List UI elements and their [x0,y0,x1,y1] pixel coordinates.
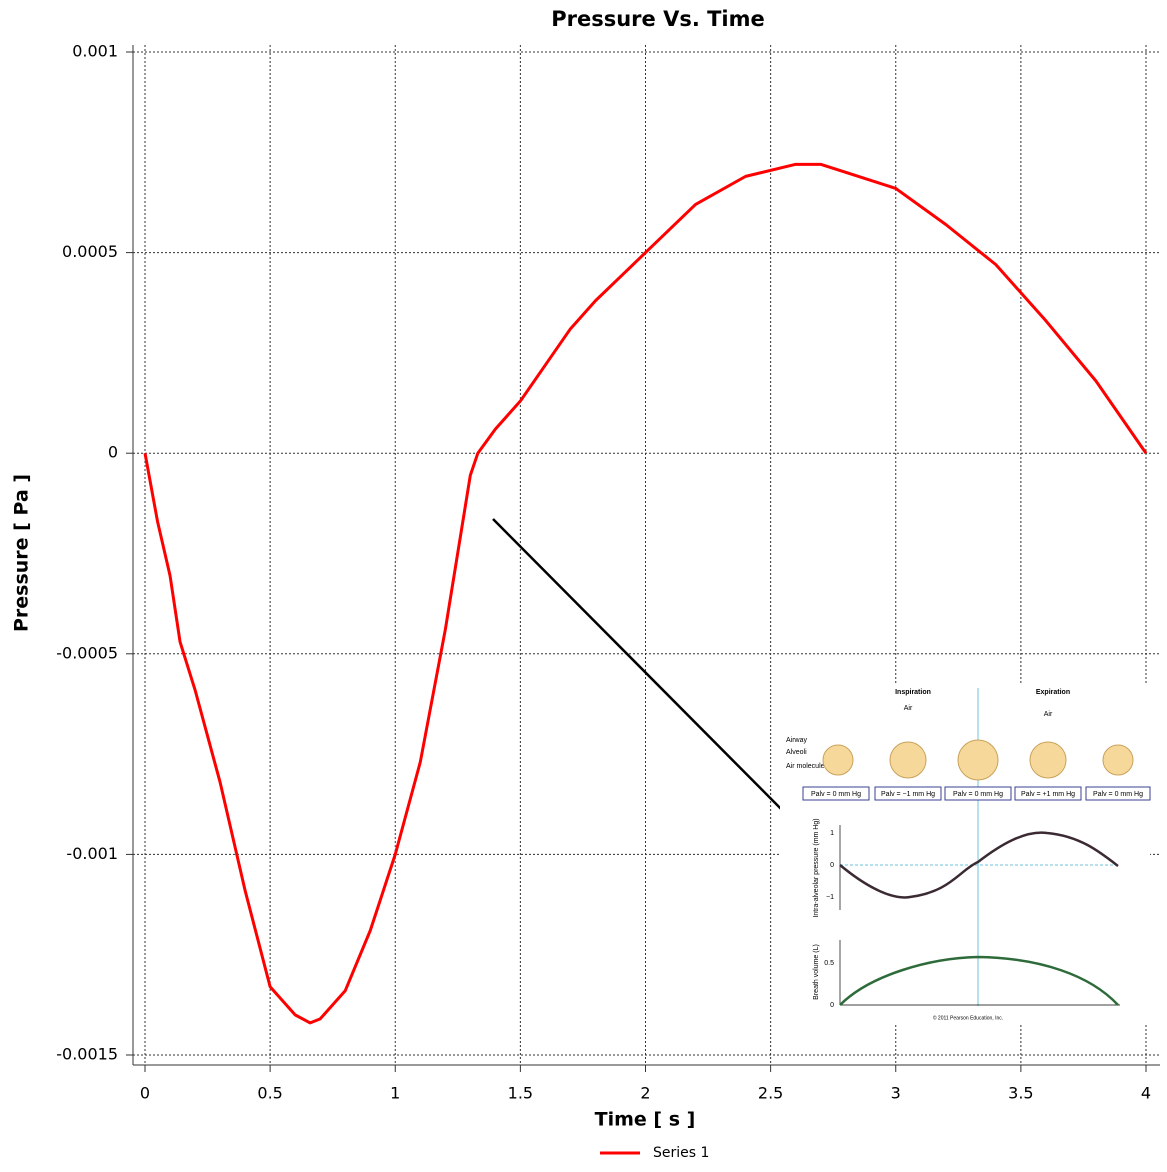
alveolus [889,741,927,779]
y-tick-label: -0.001 [66,844,118,863]
y-tick-label: 0.0005 [62,242,118,261]
inset-tick: 0 [830,862,834,869]
legend-label: Series 1 [653,1145,709,1161]
alveolus [1029,741,1067,779]
y-tick-label: 0 [108,443,118,462]
inset-tick: 1 [830,830,834,837]
inset-tick: 0 [830,1002,834,1009]
inset-label: Air [904,705,913,712]
alveolus [957,739,999,781]
x-tick-label: 1.5 [508,1084,533,1103]
inset-box-label: Palv = 0 mm Hg [811,791,861,798]
x-tick-label: 3 [891,1084,901,1103]
inset-tick: −1 [826,894,834,901]
x-tick-label: 0 [140,1084,150,1103]
plot-area: -0.0015 -0.001 -0.0005 0 0.0005 0.001 0 0.5 1 1.5… [56,42,1160,1103]
inset-box [1085,786,1151,801]
inset-tick: 0.5 [824,960,834,967]
inset-box-label: Palv = −1 mm Hg [881,791,935,798]
data-line [143,162,1148,1025]
inset-axis-label: Breath volume (L) [813,944,820,1000]
inset-box-label: Palv = +1 mm Hg [1021,791,1075,798]
inset-box [802,786,870,801]
inset-box [874,786,942,801]
inset-box [944,786,1012,801]
inset-label: Air [1044,711,1053,718]
inset-box-label: Palv = 0 mm Hg [953,791,1003,798]
alveolus [822,744,854,776]
inset-box-label: Palv = 0 mm Hg [1093,791,1143,798]
x-tick-label: 2.5 [758,1084,783,1103]
inset-label: Air molecule [786,763,825,770]
x-tick-label: 1 [390,1084,400,1103]
y-tick-label: -0.0005 [56,643,118,662]
y-tick-label: -0.0015 [56,1045,118,1064]
x-tick-label: 2 [640,1084,650,1103]
alveolus [1102,744,1134,776]
y-axis-label: Pressure [ Pa ] [11,474,33,632]
inset-curve [839,955,1119,1006]
inset-copyright: © 2011 Pearson Education, Inc. [933,1014,1003,1021]
inset-heading: Inspiration [895,689,931,696]
inset-label: Alveoli [786,749,807,756]
y-tick-label: 0.001 [72,42,118,61]
inset-box [1014,786,1082,801]
chart-title: Pressure Vs. Time [551,7,765,31]
x-tick-label: 3.5 [1008,1084,1033,1103]
x-tick-label: 4 [1141,1084,1151,1103]
inset-label: Airway [786,737,808,744]
inset-heading: Expiration [1036,689,1070,696]
inset-axis-label: Intra-alveolar pressure (mm Hg) [813,818,820,917]
arrow [492,518,796,824]
inset-curve [839,831,1119,899]
inset-background [780,683,1150,1025]
inset-image: Inspiration Expiration Air Air Airway Al… [780,683,1151,1025]
x-axis-label: Time [ s ] [595,1109,696,1131]
x-tick-label: 0.5 [257,1084,282,1103]
